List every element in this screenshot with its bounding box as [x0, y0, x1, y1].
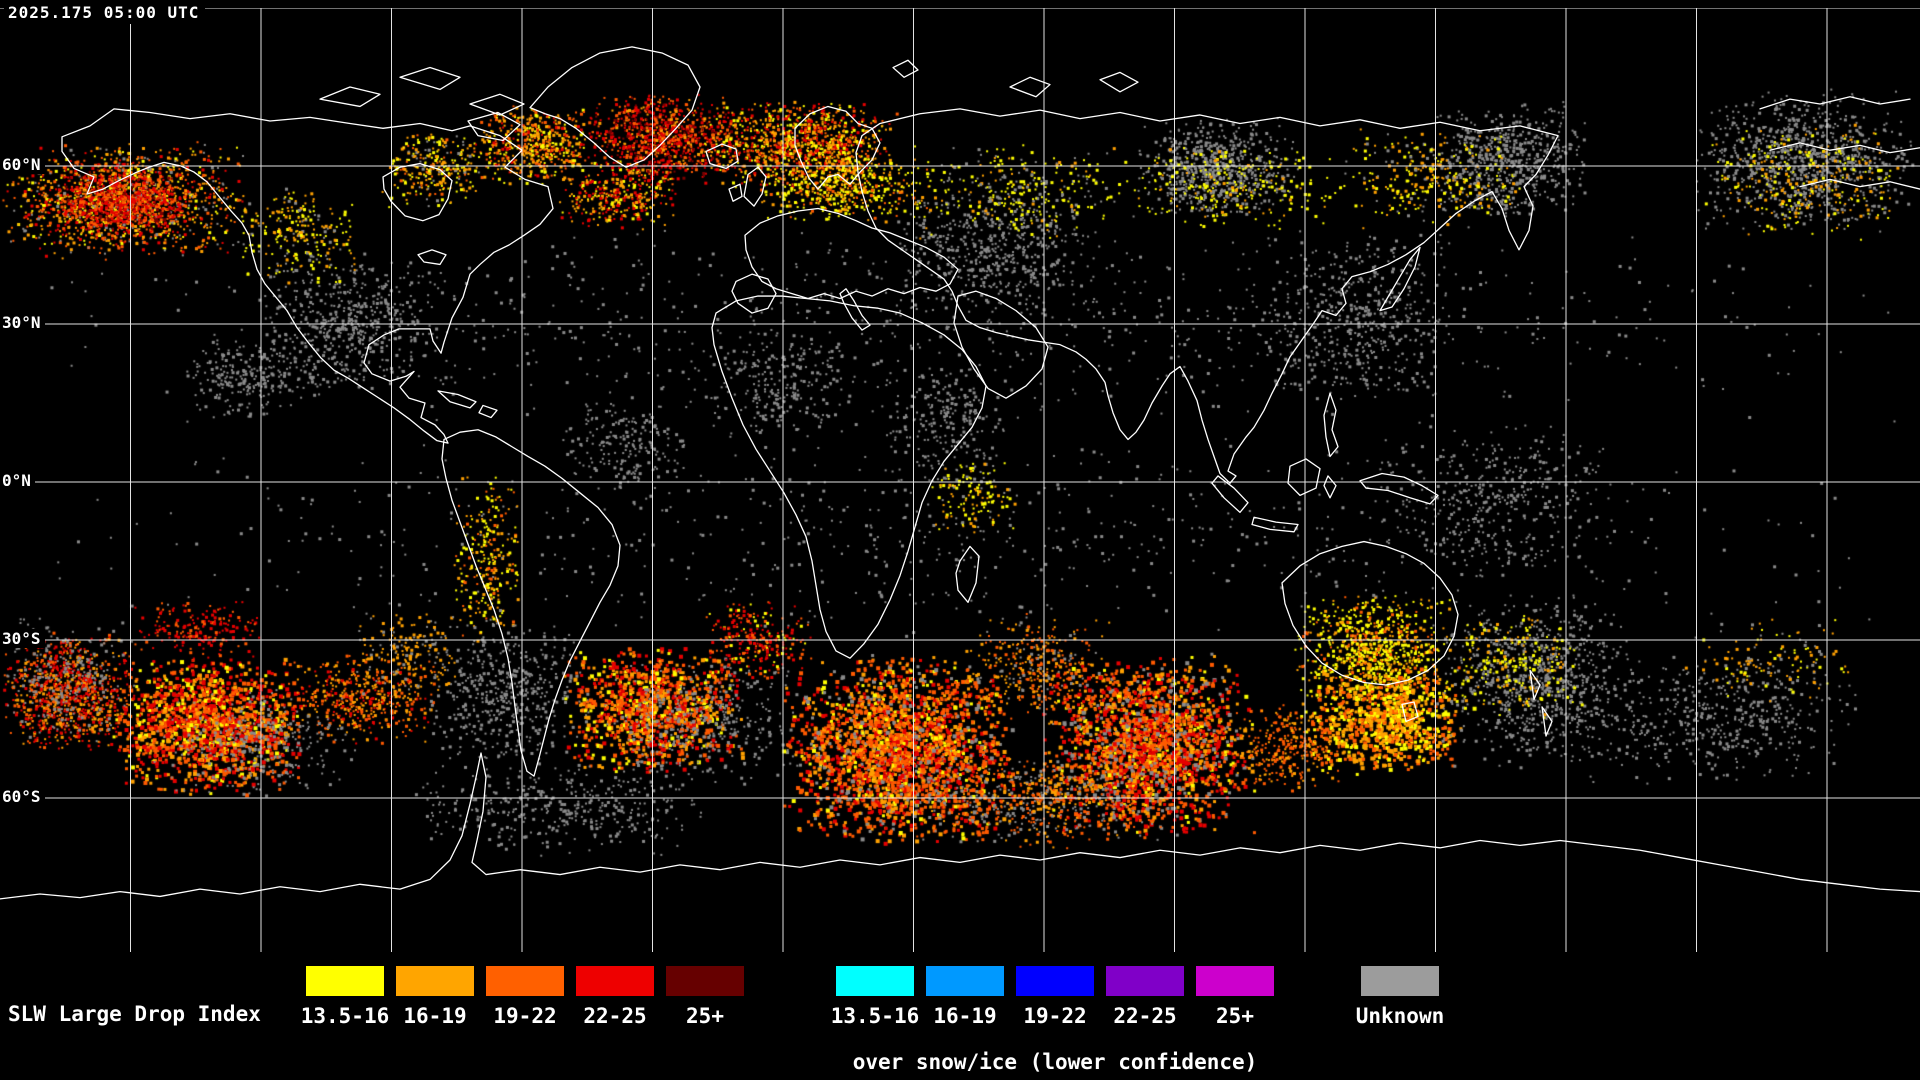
legend-color-swatch: [486, 966, 564, 996]
coast-north-america: [62, 109, 553, 443]
coast-se-asia-islands: [1212, 393, 1438, 532]
legend-color-swatch: [306, 966, 384, 996]
latitude-label: 60°S: [0, 787, 45, 806]
coast-iceland: [706, 144, 738, 168]
coast-asia: [856, 109, 1558, 483]
legend-color-swatch: [396, 966, 474, 996]
coast-japan: [1380, 247, 1420, 310]
legend-item-22-25: 22-25: [570, 966, 660, 1028]
legend-item-13.5-16: 13.5-16: [300, 966, 390, 1028]
legend-item-16-19: 16-19: [920, 966, 1010, 1028]
legend-swatch-label: 13.5-16: [300, 1004, 390, 1028]
legend-swatch-label: 25+: [686, 1004, 724, 1028]
legend-swatch-label: 16-19: [933, 1004, 997, 1028]
coast-new-zealand: [1530, 670, 1552, 736]
legend-swatch-label: Unknown: [1355, 1004, 1445, 1028]
legend-item-13.5-16: 13.5-16: [830, 966, 920, 1028]
coast-australia: [1282, 542, 1458, 722]
coast-europe: [745, 209, 958, 299]
coast-far-east-repeat: [1760, 97, 1920, 189]
legend-swatch-label: 19-22: [493, 1004, 557, 1028]
legend-title: SLW Large Drop Index: [8, 1002, 261, 1026]
coast-scandinavia: [795, 106, 880, 189]
latitude-label: 0°N: [0, 471, 35, 490]
legend-color-swatch: [836, 966, 914, 996]
legend-swatch-label: 13.5-16: [830, 1004, 920, 1028]
legend: SLW Large Drop Index 13.5-16 16-19 19-22 22…: [0, 952, 1920, 1080]
coast-antarctica: [0, 753, 1920, 899]
legend-item-19-22: 19-22: [1010, 966, 1100, 1028]
legend-color-swatch: [576, 966, 654, 996]
legend-swatch-label: 22-25: [583, 1004, 647, 1028]
coast-iberia: [732, 274, 776, 313]
coast-svalbard: [893, 60, 918, 77]
coast-caribbean: [438, 391, 497, 418]
legend-color-swatch: [1361, 966, 1439, 996]
latitude-label: 60°N: [0, 155, 45, 174]
legend-color-swatch: [926, 966, 1004, 996]
coast-greenland: [530, 47, 700, 167]
basemap-layer: [0, 8, 1920, 956]
legend-swatch-label: 16-19: [403, 1004, 467, 1028]
legend-item-19-22: 19-22: [480, 966, 570, 1028]
legend-swatch-label: 22-25: [1113, 1004, 1177, 1028]
legend-color-swatch: [666, 966, 744, 996]
legend-item-22-25: 22-25: [1100, 966, 1190, 1028]
coastlines: [0, 47, 1920, 899]
coast-south-america: [442, 430, 620, 776]
coast-great-lakes: [418, 250, 446, 265]
coast-arabia: [954, 291, 1048, 398]
legend-swatch-label: 19-22: [1023, 1004, 1087, 1028]
timestamp: 2025.175 05:00 UTC: [4, 2, 206, 24]
legend-group-snow-ice: over snow/ice (lower confidence) 13.5-16…: [830, 966, 1280, 1076]
legend-color-swatch: [1196, 966, 1274, 996]
legend-group-unknown: Unknown: [1352, 966, 1448, 1076]
legend-color-swatch: [1106, 966, 1184, 996]
legend-swatch-label: 25+: [1216, 1004, 1254, 1028]
legend-snow-ice-caption: over snow/ice (lower confidence): [852, 1050, 1258, 1074]
coast-hudson-bay: [383, 164, 452, 221]
coast-uk-ireland: [729, 167, 766, 206]
latitude-label: 30°N: [0, 313, 45, 332]
coast-arctic-islands: [320, 68, 524, 141]
legend-color-swatch: [1016, 966, 1094, 996]
coast-africa: [712, 296, 986, 658]
coast-arctic-russia-islands: [1010, 72, 1138, 96]
legend-item-25+: 25+: [660, 966, 750, 1028]
legend-item-16-19: 16-19: [390, 966, 480, 1028]
graticule: [0, 8, 1920, 956]
legend-group-standard: 13.5-16 16-19 19-22 22-25 25+: [300, 966, 750, 1076]
legend-item-25+: 25+: [1190, 966, 1280, 1028]
coast-madagascar: [956, 546, 979, 602]
legend-item-Unknown: Unknown: [1352, 966, 1448, 1028]
latitude-label: 30°S: [0, 629, 45, 648]
